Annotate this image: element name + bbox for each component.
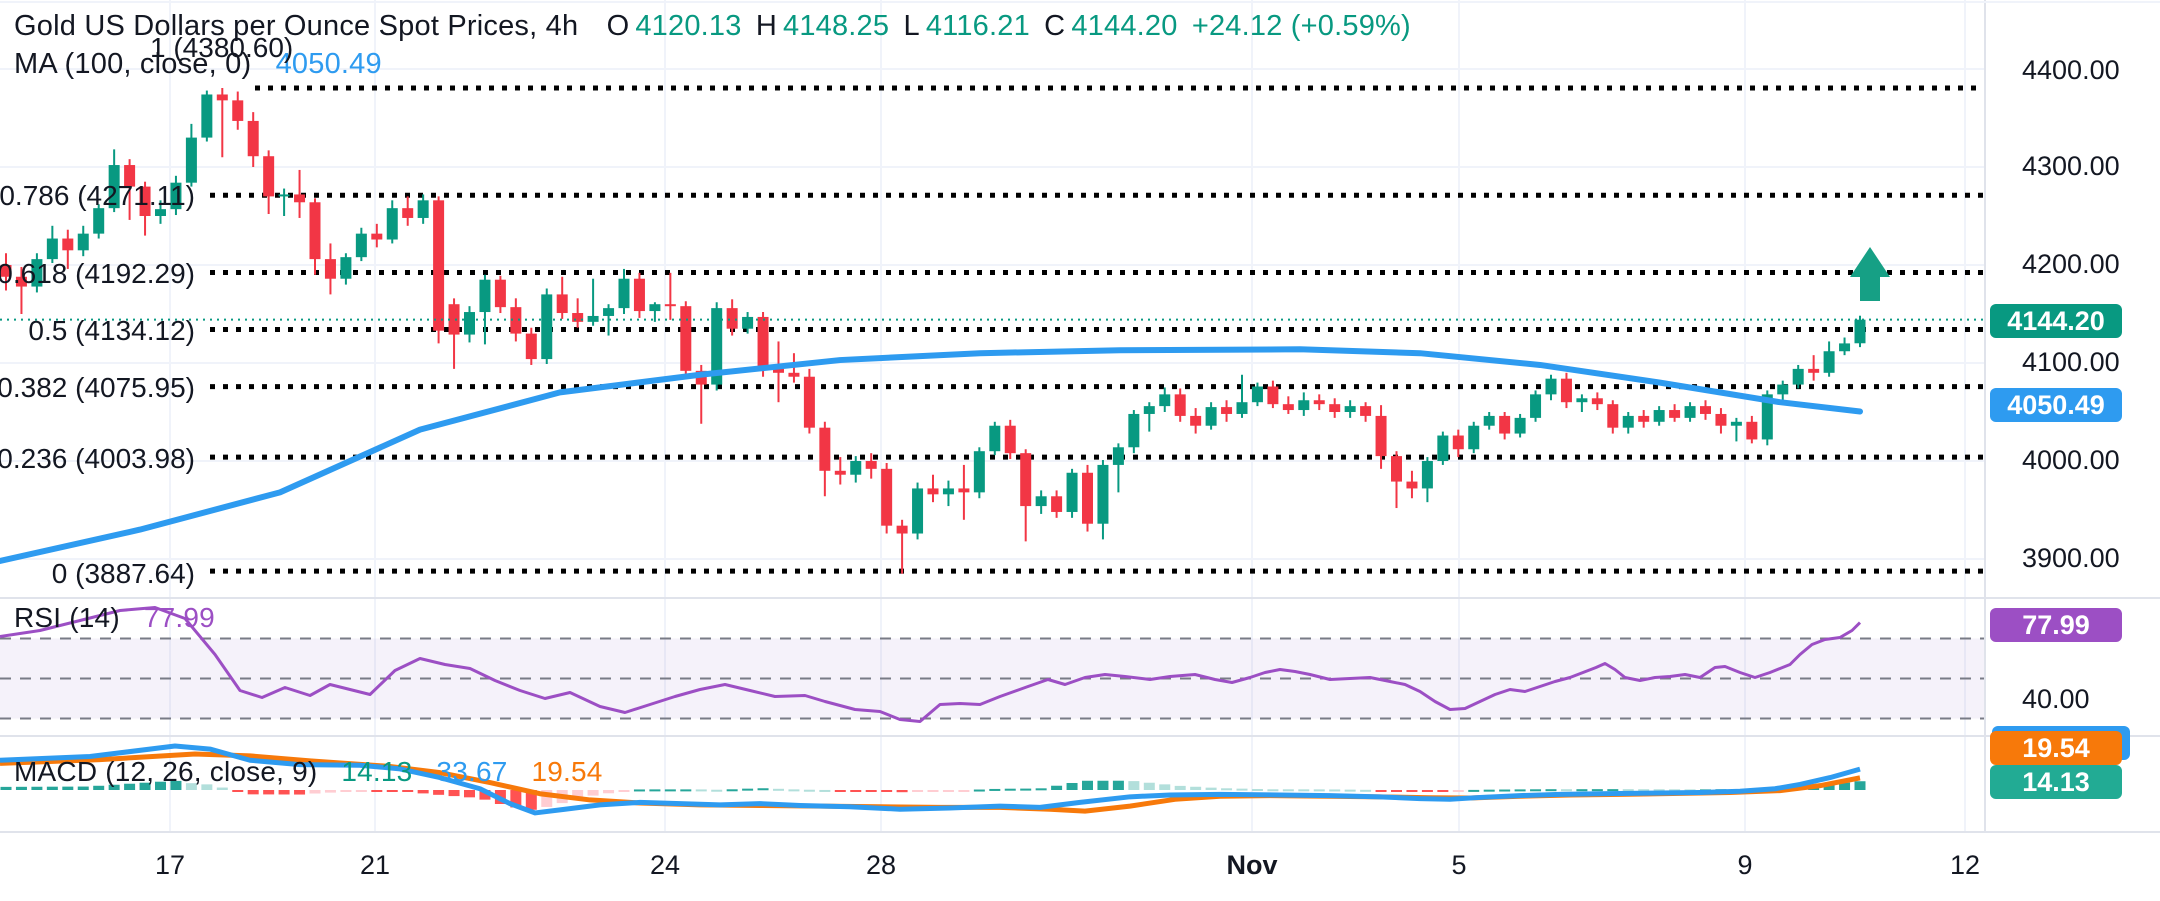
low-value: 4116.21 [925, 10, 1030, 42]
fib-label-0236: 0.236 (4003.98) [0, 443, 195, 474]
low-label: L [903, 10, 920, 42]
fib-label-05: 0.5 (4134.12) [28, 315, 195, 346]
time-tick-17: 17 [154, 850, 186, 880]
time-tick-5: 5 [1451, 850, 1467, 880]
fib-label-0: 0 (3887.64) [51, 558, 195, 589]
price-tick-3900: 3900.00 [2022, 543, 2120, 573]
ma-value-badge: 4050.49 [1990, 388, 2122, 422]
ma-value: 4050.49 [275, 48, 382, 80]
high-value: 4148.25 [782, 10, 890, 42]
ma-label: MA (100, close, 0) [14, 48, 252, 80]
rsi-value-badge: 77.99 [1990, 608, 2122, 642]
time-tick-24: 24 [649, 850, 681, 880]
time-tick-9: 9 [1737, 850, 1753, 880]
last-price-badge: 4144.20 [1990, 304, 2122, 338]
rsi-legend-row[interactable]: RSI (14) 77.99 [14, 602, 221, 634]
symbol-legend-row[interactable]: Gold US Dollars per Ounce Spot Prices, 4… [14, 10, 1417, 43]
time-tick-nov: Nov [1226, 850, 1278, 880]
price-tick-4000: 4000.00 [2022, 445, 2120, 475]
close-label: C [1044, 10, 1066, 42]
fib-label-1: 1 (4380.60) [150, 32, 294, 63]
macd-signal-value: 19.54 [531, 756, 603, 787]
macd-label: MACD (12, 26, close, 9) [14, 756, 318, 787]
fib-label-0618: 0.618 (4192.29) [0, 258, 195, 289]
open-label: O [606, 10, 630, 42]
price-tick-4300: 4300.00 [2022, 151, 2120, 181]
macd-hist-badge: 14.13 [1990, 765, 2122, 799]
macd-hist-value: 14.13 [341, 756, 413, 787]
rsi-value: 77.99 [143, 602, 215, 633]
ma-legend-row[interactable]: MA (100, close, 0) 4050.49 [14, 48, 388, 81]
rsi-label: RSI (14) [14, 602, 120, 633]
close-value: 4144.20 [1071, 10, 1178, 42]
macd-signal-badge: 19.54 [1990, 731, 2122, 765]
macd-legend-row[interactable]: MACD (12, 26, close, 9) 14.13 33.67 19.5… [14, 756, 609, 788]
time-tick-28: 28 [865, 850, 897, 880]
rsi-tick-40: 40.00 [2022, 684, 2090, 714]
time-tick-21: 21 [359, 850, 391, 880]
time-tick-12: 12 [1949, 850, 1981, 880]
symbol-title: Gold US Dollars per Ounce Spot Prices, 4… [14, 10, 579, 42]
fib-label-0382: 0.382 (4075.95) [0, 372, 195, 403]
macd-line-value: 33.67 [436, 756, 508, 787]
fib-label-0786: 0.786 (4271.11) [0, 180, 195, 211]
high-label: H [755, 10, 777, 42]
price-tick-4200: 4200.00 [2022, 249, 2120, 279]
price-tick-4400: 4400.00 [2022, 55, 2120, 85]
price-tick-4100: 4100.00 [2022, 347, 2120, 377]
time-scale[interactable] [0, 832, 2160, 901]
change-value: +24.12 (+0.59%) [1191, 10, 1411, 42]
open-value: 4120.13 [635, 10, 742, 42]
